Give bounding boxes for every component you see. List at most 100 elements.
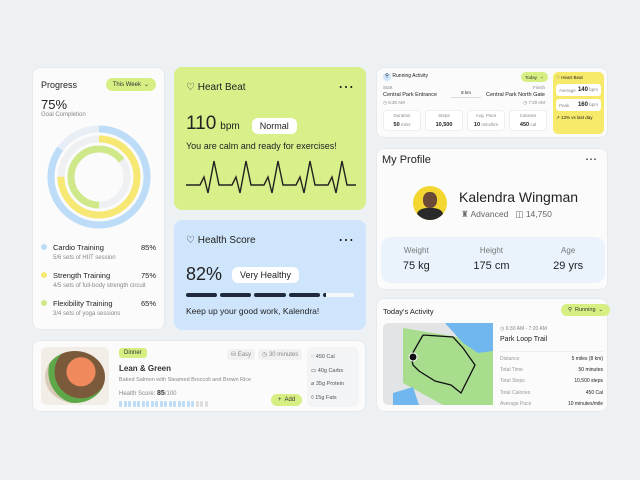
list-item: Cardio Training 85% 5/6 sets of HIIT sessi…: [41, 243, 156, 261]
route-map[interactable]: [383, 323, 493, 405]
detail-row: Distance 5 miles (8 km): [500, 356, 603, 362]
heart-message: You are calm and ready for exercises!: [186, 141, 337, 151]
location-pin: [408, 352, 418, 362]
heartbeat-line: [186, 160, 356, 194]
today-filter[interactable]: Today ⌄: [521, 72, 548, 82]
progress-segment: [322, 293, 355, 297]
health-progress-bar: [186, 293, 355, 297]
score-segment: [191, 401, 194, 407]
score-segment: [204, 401, 208, 407]
progress-title: Progress: [41, 79, 78, 90]
meal-image: [41, 347, 109, 405]
running-stats: Duration 50 mins Steps 10,500 Avg. Pace 10 m…: [383, 110, 547, 131]
heart-rate-panel: ♡ Heart Beat Average 140 bpm Peak 160 bpm …: [553, 72, 604, 134]
more-icon[interactable]: ⋯: [585, 152, 597, 166]
add-button[interactable]: + Add: [271, 394, 303, 406]
profile-title: My Profile: [382, 154, 431, 166]
week-filter[interactable]: This Week ⌄: [105, 78, 156, 91]
detail-row: Total Calories 450 Cal: [500, 389, 603, 396]
score-segment: [159, 401, 163, 407]
todays-activity-card: Today's Activity ⚲ Running ⌄ ◷ 6:30 AM - …: [376, 298, 611, 412]
progress-segment: [288, 293, 320, 297]
list-item: Strength Training 75% 4/5 sets of full-bod…: [41, 271, 156, 289]
list-item: Flexibility Training 65% 3/4 sets of yoga …: [41, 299, 156, 317]
more-icon[interactable]: ⋯: [338, 79, 354, 96]
route-line: 8 km: [451, 90, 481, 98]
running-title: Running Activity: [392, 73, 428, 79]
filter-label: This Week: [112, 81, 141, 88]
profile-name: Kalendra Wingman: [459, 189, 579, 205]
meal-name: Lean & Green: [119, 364, 172, 373]
score-segment: [200, 401, 203, 407]
detail-row: Average Pace 10 minutes/mile: [500, 400, 603, 407]
stat-age: Age 29 yrs: [553, 246, 584, 272]
progress-rings: [47, 125, 151, 229]
score-segment: [164, 401, 167, 407]
item-pct: 85%: [140, 243, 156, 252]
start-location: Central Park Entrance: [383, 92, 438, 98]
progress-segment: [186, 293, 218, 297]
detail-row: Total Steps 10,500 steps: [500, 378, 603, 385]
heart-beat-card: ♡ Heart Beat ⋯ 110 bpm Normal You are calm …: [174, 67, 366, 210]
score-segment: [182, 401, 185, 407]
score-segment: [128, 401, 131, 407]
score-segment: [132, 401, 136, 407]
goal-caption: Goal Completion: [41, 112, 86, 118]
score-segment: [119, 401, 122, 407]
flexibility-ring: [67, 145, 131, 209]
more-icon[interactable]: ⋯: [338, 232, 354, 249]
cardio-dot: [41, 244, 47, 250]
running-activity-card: ⚲ Running Activity Today ⌄ Start Central…: [376, 67, 608, 138]
nutrients-panel: ◌ 450 Cal ▭ 40g Carbs ⌀ 35g Protein ◊ 15…: [307, 347, 359, 407]
bpm-unit: bpm: [220, 121, 240, 132]
health-score: Health Score: 85/100: [119, 390, 177, 397]
score-segment: [137, 401, 140, 407]
item-label: Flexibility Training: [53, 299, 113, 308]
difficulty: ⛁ Easy: [227, 349, 256, 360]
score-segment: [150, 401, 154, 407]
item-sub: 5/6 sets of HIIT session: [53, 255, 116, 261]
item-pct: 75%: [140, 271, 156, 280]
meal-score-bar: [119, 401, 208, 407]
progress-list: Cardio Training 85% 5/6 sets of HIIT sessi…: [41, 243, 156, 317]
activity-title: Today's Activity: [383, 307, 434, 316]
hr-average: Average 140 bpm: [556, 84, 601, 96]
progress-segment: [220, 293, 252, 297]
progress-card: Progress This Week ⌄ 75% Goal Completion …: [32, 67, 165, 330]
start-time: ◷ 6:30 AM: [383, 100, 405, 105]
finish-location: Central Park North Gate: [486, 92, 545, 98]
heart-title: Heart Beat: [197, 81, 246, 93]
score-segment: [177, 401, 181, 407]
running-icon: ⚲: [383, 73, 391, 81]
stat-weight: Weight 75 kg: [402, 246, 430, 272]
health-score-card: ♡ Health Score ⋯ 82% Very Healthy Keep up …: [174, 220, 366, 330]
profile-stats: Weight 75 kg Height 175 cm Age 29 yrs: [381, 237, 605, 283]
score-segment: [155, 401, 158, 407]
stat-height: Height 175 cm: [473, 246, 510, 272]
item-pct: 65%: [140, 299, 156, 308]
status-badge: Normal: [251, 118, 297, 134]
hr-peak: Peak 160 bpm: [556, 99, 601, 111]
fats-item: ◊ 15g Fats: [311, 394, 337, 401]
calories-item: ◌ 450 Cal: [311, 354, 335, 360]
running-stat: Duration 50 mins: [383, 110, 421, 131]
trail-name: Park Loop Trail: [500, 336, 548, 343]
profile-card: My Profile ⋯ Kalendra Wingman ♜ Advanced…: [376, 148, 608, 290]
running-stat: Calories 450 cal: [509, 110, 547, 131]
score-segment: [141, 401, 145, 407]
activity-filter[interactable]: ⚲ Running ⌄: [561, 304, 611, 316]
bpm-value: 110: [186, 113, 217, 134]
health-message: Keep up your good work, Kalendra!: [186, 306, 320, 316]
route-path: [410, 334, 476, 395]
hr-title: ♡ Heart Beat: [556, 75, 583, 80]
protein-item: ⌀ 35g Protein: [311, 381, 344, 387]
cardio-ring: [47, 125, 151, 229]
meal-card: Dinner ⛁ Easy ◷ 30 minutes Lean & Green …: [32, 340, 366, 412]
duration: ◷ 30 minutes: [258, 349, 303, 360]
score-segment: [173, 401, 176, 407]
carbs-item: ▭ 40g Carbs: [311, 367, 344, 374]
score-segment: [123, 401, 127, 407]
hr-change: ↗ 13% vs last day: [556, 115, 593, 120]
status-badge: Very Healthy: [232, 266, 300, 283]
detail-row: Total Time 50 minutes: [500, 367, 603, 374]
